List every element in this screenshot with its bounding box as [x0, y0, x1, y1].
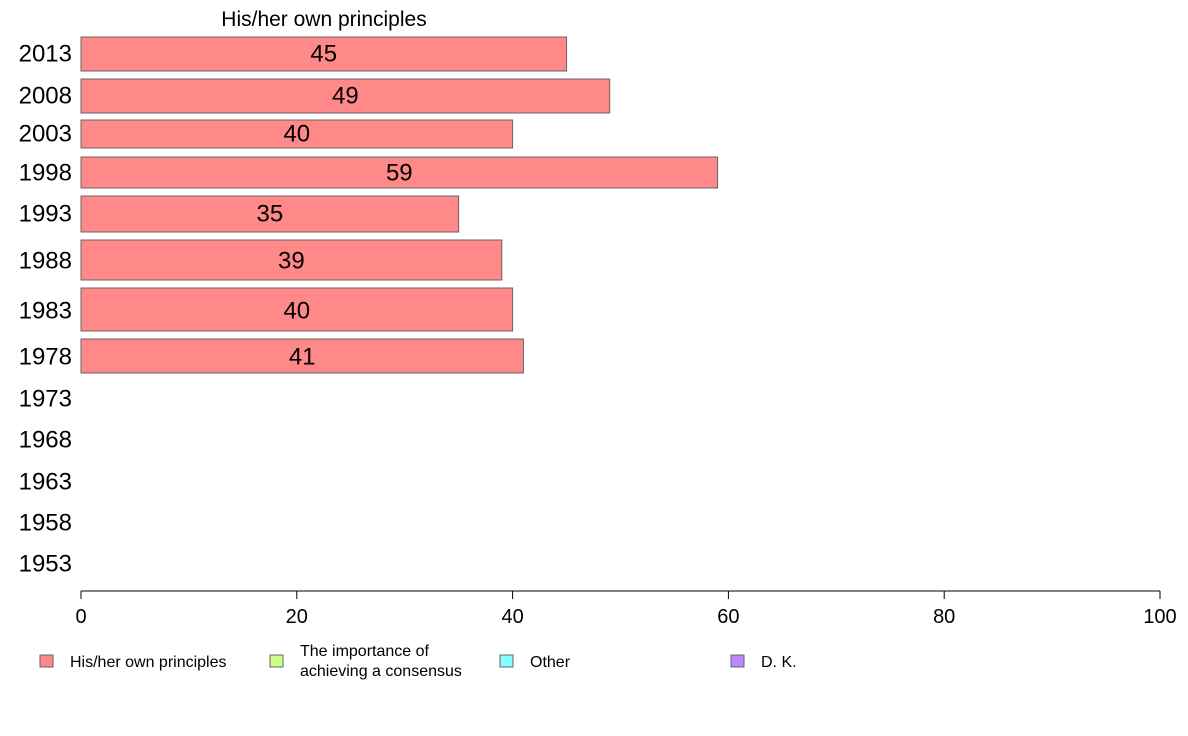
legend-label-3: D. K.: [761, 654, 797, 671]
year-labels-group: 2013 2008 2003 1998 1993 1988 1983 1978 1973 1968…: [19, 41, 72, 578]
year-label-1973: 1973: [19, 386, 72, 413]
year-label-1978: 1978: [19, 344, 72, 371]
bar-label-2013: 45: [310, 41, 337, 68]
panel-title: His/her own principles: [221, 8, 426, 31]
x-tick-label-80: 80: [933, 606, 955, 628]
legend-label-1: The importance of achieving a consensus: [300, 643, 462, 680]
bar-1998: [80, 156, 719, 189]
year-label-1983: 1983: [19, 298, 72, 325]
bar-1988: [80, 239, 503, 281]
bar-1978: [80, 338, 524, 374]
bar-2013: [80, 36, 568, 72]
year-label-1953: 1953: [19, 551, 72, 578]
bar-2008: [80, 78, 611, 114]
legend-swatch-3: [730, 654, 745, 668]
year-label-1988: 1988: [19, 248, 72, 275]
bar-label-1988: 39: [278, 248, 305, 275]
legend-label-2: Other: [530, 654, 571, 671]
year-label-1958: 1958: [19, 510, 72, 537]
year-label-1998: 1998: [19, 160, 72, 187]
year-label-1968: 1968: [19, 427, 72, 454]
year-label-1963: 1963: [19, 469, 72, 496]
bar-1983: [80, 287, 514, 332]
legend-swatch-2: [499, 654, 514, 668]
x-tick-label-40: 40: [501, 606, 523, 628]
x-tick-label-100: 100: [1143, 606, 1176, 628]
bar-2003: [80, 119, 514, 149]
bar-1993: [80, 195, 460, 233]
bars-group: 45 49 40 59 35 39 40 41: [80, 36, 719, 374]
year-label-2008: 2008: [19, 83, 72, 110]
legend-swatch-0: [39, 654, 54, 668]
legend-label-0: His/her own principles: [70, 654, 227, 671]
bar-label-1998: 59: [386, 160, 413, 187]
bar-label-2003: 40: [283, 121, 310, 148]
bar-label-2008: 49: [332, 83, 359, 110]
x-axis: 0 20 40 60 80 100: [75, 590, 1177, 628]
legend-swatch-1: [269, 654, 284, 668]
year-label-2013: 2013: [19, 41, 72, 68]
bar-label-1993: 35: [256, 201, 283, 228]
bar-label-1978: 41: [289, 344, 316, 371]
year-label-1993: 1993: [19, 201, 72, 228]
x-tick-label-60: 60: [717, 606, 739, 628]
x-tick-label-20: 20: [286, 606, 308, 628]
x-tick-label-0: 0: [75, 606, 86, 628]
legend: His/her own principles The importance of a…: [39, 643, 797, 680]
bar-label-1983: 40: [283, 298, 310, 325]
year-label-2003: 2003: [19, 121, 72, 148]
